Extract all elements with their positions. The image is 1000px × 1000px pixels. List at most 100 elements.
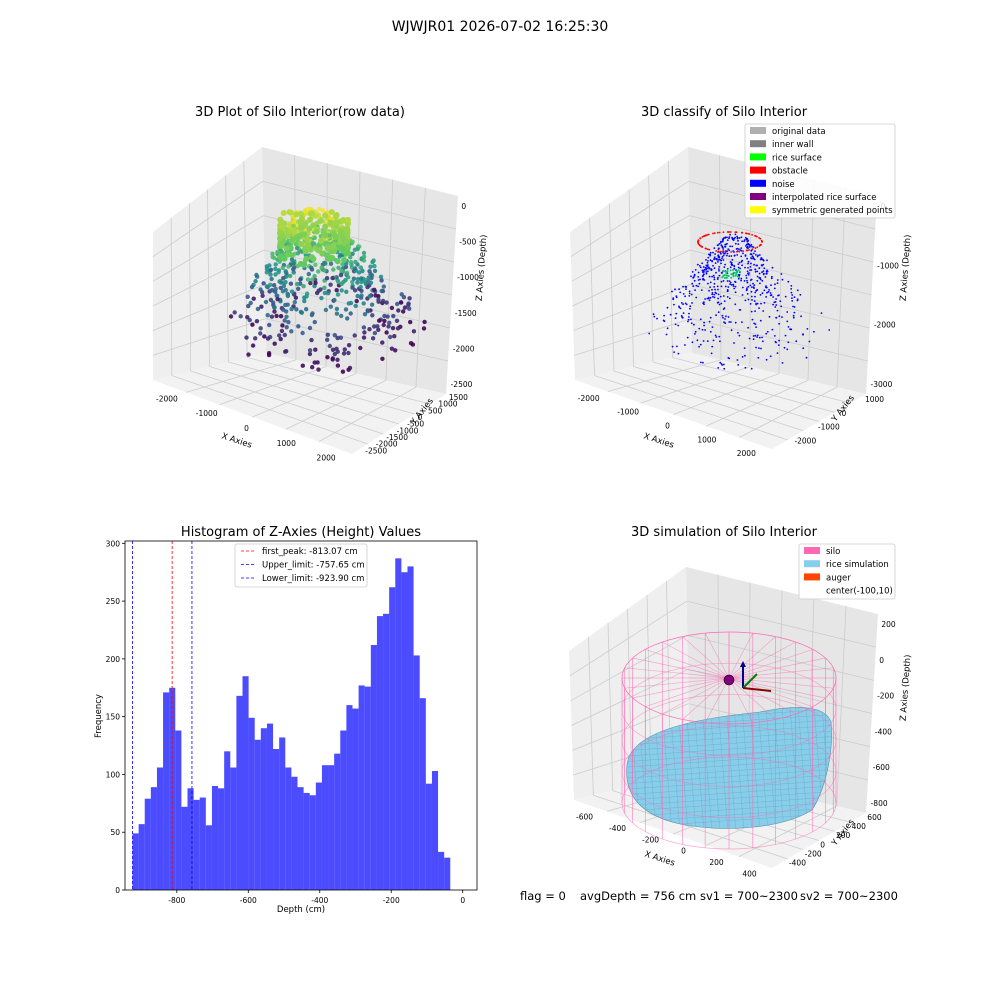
z-tick-label: -2000 (874, 321, 896, 330)
noise-point (713, 278, 716, 281)
raw-point (289, 329, 294, 334)
noise-point (735, 248, 738, 250)
noise-point (687, 318, 690, 321)
noise-point (721, 246, 724, 249)
histogram-bar (334, 753, 341, 890)
noise-point (716, 285, 719, 288)
mesh-line (789, 707, 801, 829)
panel-histogram[interactable]: Histogram of Z-Axies (Height) Values -80… (94, 525, 478, 915)
noise-point (706, 267, 708, 270)
noise-point (762, 259, 765, 262)
raw-point (296, 324, 301, 329)
raw-point (398, 300, 404, 305)
noise-point (756, 270, 759, 273)
obstacle-point (715, 250, 718, 252)
z-tick-label: -1000 (877, 261, 899, 270)
histogram-bar (376, 616, 384, 890)
noise-point (805, 356, 808, 359)
raw-point (366, 275, 371, 280)
raw-point (265, 285, 270, 290)
obstacle-point (729, 231, 732, 233)
noise-point (697, 271, 700, 274)
raw-point (322, 212, 329, 219)
noise-point (756, 279, 759, 282)
raw-point (255, 306, 261, 312)
noise-point (718, 274, 721, 277)
noise-point (721, 240, 724, 243)
raw-point (401, 309, 406, 314)
raw-point (251, 296, 256, 301)
noise-point (696, 263, 699, 266)
raw-point (313, 347, 318, 352)
noise-point (770, 294, 773, 296)
histogram-bar (438, 851, 445, 890)
legend-label: noise (772, 180, 795, 190)
panel-raw-3d[interactable]: 3D Plot of Silo Interior(row data) -2000… (152, 105, 489, 463)
noise-point (691, 282, 694, 285)
noise-point (778, 315, 781, 318)
noise-point (666, 306, 669, 309)
silo-roof-spoke (632, 677, 730, 699)
x-tick-labels: -800 -600 -400 -200 0 (168, 890, 465, 905)
noise-point (720, 240, 722, 243)
noise-point (760, 257, 763, 260)
raw-point (264, 266, 270, 272)
noise-point (723, 300, 726, 302)
raw-point (361, 301, 366, 306)
raw-point (277, 259, 282, 264)
noise-point (729, 245, 731, 248)
y-tick-label: 100 (106, 770, 121, 779)
raw-point (322, 223, 329, 230)
mesh-line (733, 707, 745, 829)
noise-point (745, 245, 747, 247)
noise-point (702, 277, 705, 280)
noise-point (728, 280, 731, 282)
x-tick-label: -1000 (196, 409, 218, 418)
y-tick-label: -2000 (794, 436, 816, 445)
noise-point (671, 290, 673, 293)
noise-point (784, 295, 787, 298)
raw-point (289, 306, 294, 312)
noise-point (751, 299, 753, 301)
noise-point (680, 315, 683, 317)
raw-point (307, 216, 313, 223)
noise-point (704, 298, 706, 300)
noise-point (749, 269, 751, 271)
noise-point (775, 304, 778, 306)
panel-simulation-3d[interactable]: 3D simulation of Silo Interior -600-400-… (569, 525, 913, 878)
raw-point (302, 298, 307, 304)
raw-point (330, 242, 337, 249)
raw-point (244, 335, 249, 340)
panel-classify-3d[interactable]: 3D classify of Silo Interior -2000-10000… (570, 105, 913, 458)
obstacle-point (745, 232, 747, 235)
y-tick-labels: 0 50 100 150 200 250 300 (106, 539, 125, 895)
y-tick-label: 1500 (449, 393, 468, 402)
raw-point (345, 243, 351, 250)
noise-point (778, 322, 780, 325)
noise-point (802, 347, 805, 350)
obstacle-point (707, 233, 710, 236)
raw-point (361, 325, 367, 330)
rice-surface-point (738, 270, 741, 273)
raw-point (258, 331, 263, 336)
noise-point (692, 285, 695, 288)
noise-point (694, 330, 697, 333)
noise-point (728, 297, 731, 300)
noise-point (688, 290, 691, 293)
obstacle-point (748, 249, 750, 251)
noise-point (746, 293, 749, 295)
noise-point (740, 255, 743, 258)
noise-point (705, 259, 707, 261)
noise-point (708, 299, 711, 302)
raw-point (334, 288, 339, 293)
raw-point (341, 257, 347, 263)
noise-point (699, 266, 702, 269)
x-tick-labels: -600 -400 -200 0 200 400 (576, 813, 757, 879)
noise-point (684, 344, 686, 346)
noise-point (754, 295, 756, 298)
x-tick-label: -200 (642, 835, 659, 844)
noise-point (750, 295, 753, 298)
y-tick-label: -400 (789, 859, 806, 868)
noise-point (755, 346, 757, 349)
raw-point (292, 300, 297, 305)
